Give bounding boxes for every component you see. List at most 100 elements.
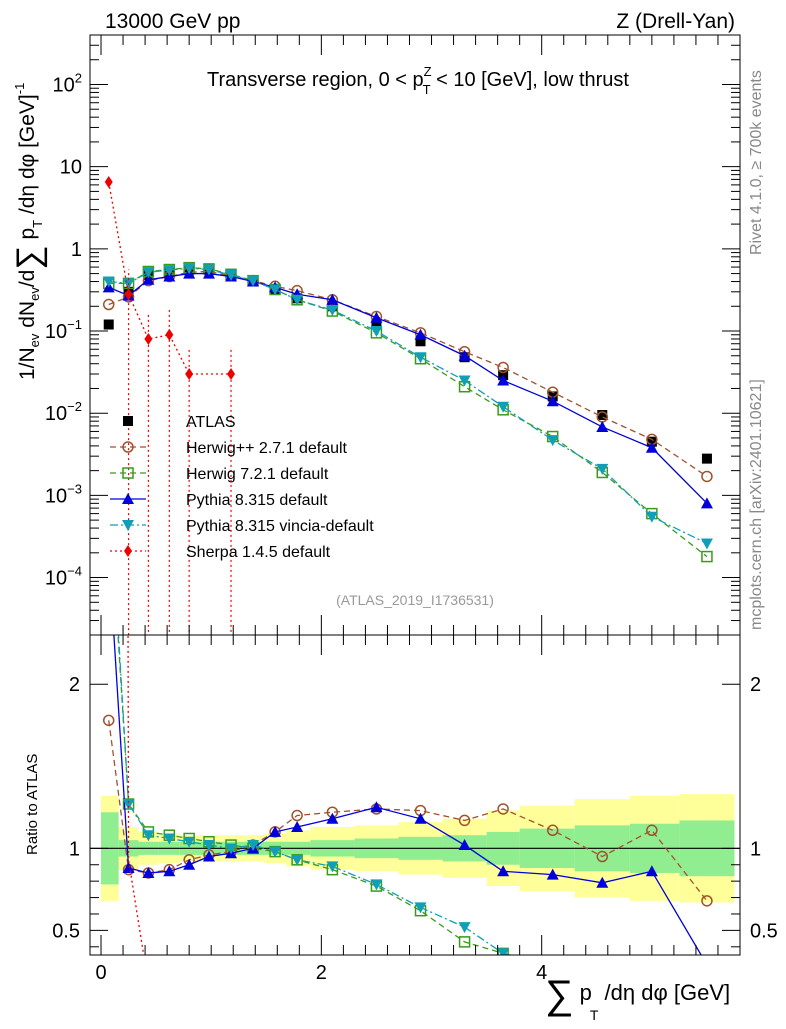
point-pythia-8-315-vincia-default <box>163 265 176 277</box>
point-sherpa-1-4-5-default <box>144 332 153 345</box>
ratio-point-pythia-8-315-default <box>458 839 471 851</box>
legend-marker <box>122 520 134 531</box>
main-plot: 10−4 10−3 10−2 10−1 1 10 102 Transverse region… <box>45 34 741 636</box>
ratio-point-pythia-8-315-default <box>370 801 383 813</box>
ratio-y-tick-label-right: 1 <box>750 838 761 860</box>
mcplots-label: mcplots.cern.ch [arXiv:2401.10621] <box>748 379 765 630</box>
point-herwig-2-7-1-default <box>102 298 115 311</box>
region-title-tail: < 10 [GeV], low thrust <box>431 69 630 91</box>
region-title-sup: Z <box>424 64 432 79</box>
point-pythia-8-315-default <box>414 328 427 340</box>
ratio-y-tick-label-right: 0.5 <box>750 920 778 942</box>
point-pythia-8-315-vincia-default <box>645 511 658 523</box>
ratio-point-pythia-8-315-vincia-default <box>163 833 176 845</box>
ratio-point-herwig-7-2-1-default <box>458 936 471 948</box>
point-pythia-8-315-default <box>700 497 713 509</box>
header-right: Z (Drell-Yan) <box>616 10 735 33</box>
point-atlas <box>701 453 712 464</box>
ratio-point-pythia-8-315-vincia-default <box>122 799 135 811</box>
ratio-point-pythia-8-315-default <box>202 850 215 862</box>
region-title: Transverse region, 0 < pZ T < 10 [GeV], l… <box>207 64 629 97</box>
series-line-herwig-7-2-1-default <box>108 267 708 558</box>
ratio-y-tick-label: 0.5 <box>52 920 80 942</box>
ratio-point-pythia-8-315-default <box>183 858 196 870</box>
y-tick-label: 10 <box>60 157 82 179</box>
ratio-frame <box>89 634 741 956</box>
ratio-point-pythia-8-315-vincia-default <box>142 830 155 842</box>
ratio-point-pythia-8-315-default <box>269 825 282 837</box>
legend-marker <box>123 416 133 426</box>
point-pythia-8-315-vincia-default <box>596 463 609 475</box>
point-atlas <box>597 410 608 421</box>
ratio-point-pythia-8-315-default <box>596 876 609 888</box>
ratio-point-pythia-8-315-vincia-default <box>414 902 427 914</box>
point-sherpa-1-4-5-default <box>124 288 133 301</box>
ratio-line-herwig-7-2-1-default <box>117 635 515 955</box>
point-pythia-8-315-vincia-default <box>370 326 383 338</box>
ratio-point-pythia-8-315-vincia-default <box>202 840 215 852</box>
ratio-point-pythia-8-315-vincia-default <box>497 948 510 955</box>
point-pythia-8-315-default <box>596 420 609 432</box>
point-sherpa-1-4-5-default <box>165 328 174 341</box>
ratio-point-pythia-8-315-vincia-default <box>547 960 559 971</box>
point-sherpa-1-4-5-default <box>185 367 194 380</box>
x-tick-label: 4 <box>536 962 547 984</box>
ratio-point-herwig-2-7-1-default <box>497 803 509 815</box>
ratio-point-herwig-7-2-1-default <box>548 958 558 968</box>
legend-label: Sherpa 1.4.5 default <box>186 544 331 561</box>
ratio-point-pythia-8-315-vincia-default <box>326 861 339 873</box>
point-pythia-8-315-default <box>458 349 471 361</box>
header-left: 13000 GeV pp <box>105 10 240 33</box>
point-pythia-8-315-vincia-default <box>414 352 427 364</box>
y-axis-label-bottom: Ratio to ATLAS <box>24 754 41 855</box>
y-tick-label: 102 <box>53 70 82 96</box>
point-pythia-8-315-default <box>326 293 339 305</box>
ratio-point-herwig-2-7-1-default <box>596 850 609 863</box>
point-pythia-8-315-vincia-default <box>326 305 339 317</box>
y-tick-label: 10−2 <box>45 399 82 425</box>
point-pythia-8-315-vincia-default <box>700 538 713 550</box>
ratio-plot: 0 2 4 0.5 0.5 1 1 2 2 <box>52 482 778 984</box>
ratio-series-group <box>90 482 740 971</box>
point-herwig-2-7-1-default <box>701 470 713 483</box>
point-pythia-8-315-vincia-default <box>458 375 471 387</box>
legend-marker <box>122 467 134 479</box>
point-herwig-7-2-1-default <box>701 550 713 563</box>
ratio-point-pythia-8-315-default <box>291 821 304 832</box>
ratio-point-pythia-8-315-vincia-default <box>291 854 304 866</box>
ratio-point-herwig-2-7-1-default <box>458 814 471 827</box>
ratio-point-herwig-2-7-1-default <box>546 824 559 837</box>
ratio-point-herwig-2-7-1-default <box>291 809 303 822</box>
ratio-point-pythia-8-315-default <box>142 866 155 878</box>
ratio-point-herwig-2-7-1-default <box>102 714 115 727</box>
ratio-point-herwig-7-2-1-default <box>104 482 114 492</box>
y-tick-label: 1 <box>71 239 82 261</box>
ratio-point-pythia-8-315-default <box>103 547 115 558</box>
analysis-id: (ATLAS_2019_I1736531) <box>336 592 494 608</box>
point-pythia-8-315-vincia-default <box>247 275 260 287</box>
point-pythia-8-315-vincia-default <box>183 263 196 275</box>
legend-label: Herwig 7.2.1 default <box>186 466 329 483</box>
ratio-y-tick-label-right: 2 <box>750 674 761 696</box>
point-pythia-8-315-vincia-default <box>269 284 282 296</box>
point-pythia-8-315-vincia-default <box>497 401 510 413</box>
region-title-sub: T <box>423 82 431 97</box>
ratio-point-herwig-2-7-1-default <box>701 895 713 907</box>
legend-marker <box>124 545 132 557</box>
legend-marker <box>122 441 134 453</box>
point-atlas <box>103 319 114 330</box>
legend: ATLAS Herwig++ 2.7.1 default Herwig 7.2.1 … <box>110 414 374 561</box>
legend-label: Herwig++ 2.7.1 default <box>186 440 348 457</box>
point-pythia-8-315-vincia-default <box>102 276 115 288</box>
point-pythia-8-315-vincia-default <box>546 435 559 447</box>
ratio-point-herwig-2-7-1-default <box>646 824 658 837</box>
point-pythia-8-315-default <box>546 395 559 407</box>
point-pythia-8-315-vincia-default <box>225 270 238 282</box>
ratio-point-pythia-8-315-vincia-default <box>225 843 238 855</box>
point-herwig-2-7-1-default <box>497 361 509 374</box>
ratio-point-pythia-8-315-vincia-default <box>370 879 383 891</box>
point-pythia-8-315-vincia-default <box>291 294 304 306</box>
rivet-label: Rivet 4.1.0, ≥ 700k events <box>748 70 765 255</box>
